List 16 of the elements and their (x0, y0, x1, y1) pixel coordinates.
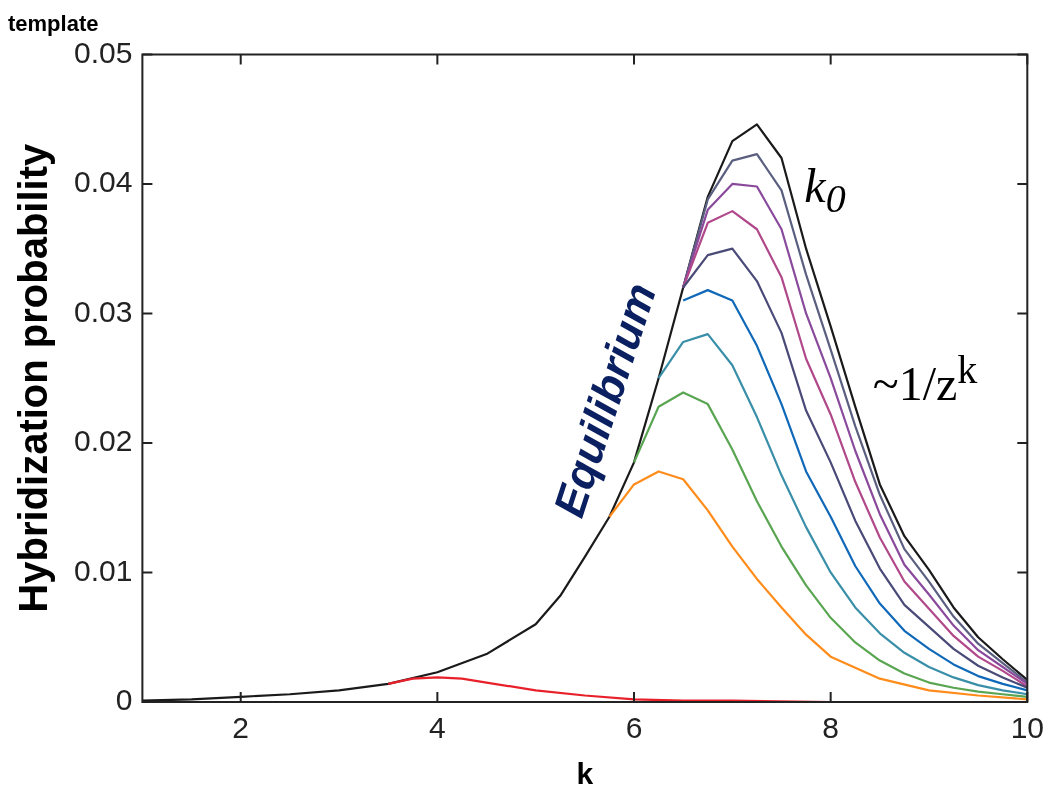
y-tick-label: 0 (115, 683, 133, 717)
x-tick-label: 2 (232, 711, 250, 745)
annotation: k$_{0}$ (804, 157, 846, 223)
annotation: ~1/z$^{k}$ (872, 345, 978, 411)
x-tick-label: 4 (429, 711, 446, 745)
x-tick-label: 10 (1010, 711, 1044, 745)
x-tick-label: 8 (822, 711, 840, 745)
y-tick-label: 0.01 (74, 553, 133, 587)
x-tick-label: 6 (625, 711, 643, 745)
y-tick-label: 0.03 (74, 294, 133, 328)
y-tick-label: 0.04 (74, 165, 133, 199)
y-tick-label: 0.05 (74, 35, 133, 69)
y-tick-label: 0.02 (74, 424, 133, 458)
chart-title: template (8, 11, 99, 37)
x-axis-title: k (576, 757, 594, 791)
y-axis-title: Hybridization probability (11, 142, 56, 613)
